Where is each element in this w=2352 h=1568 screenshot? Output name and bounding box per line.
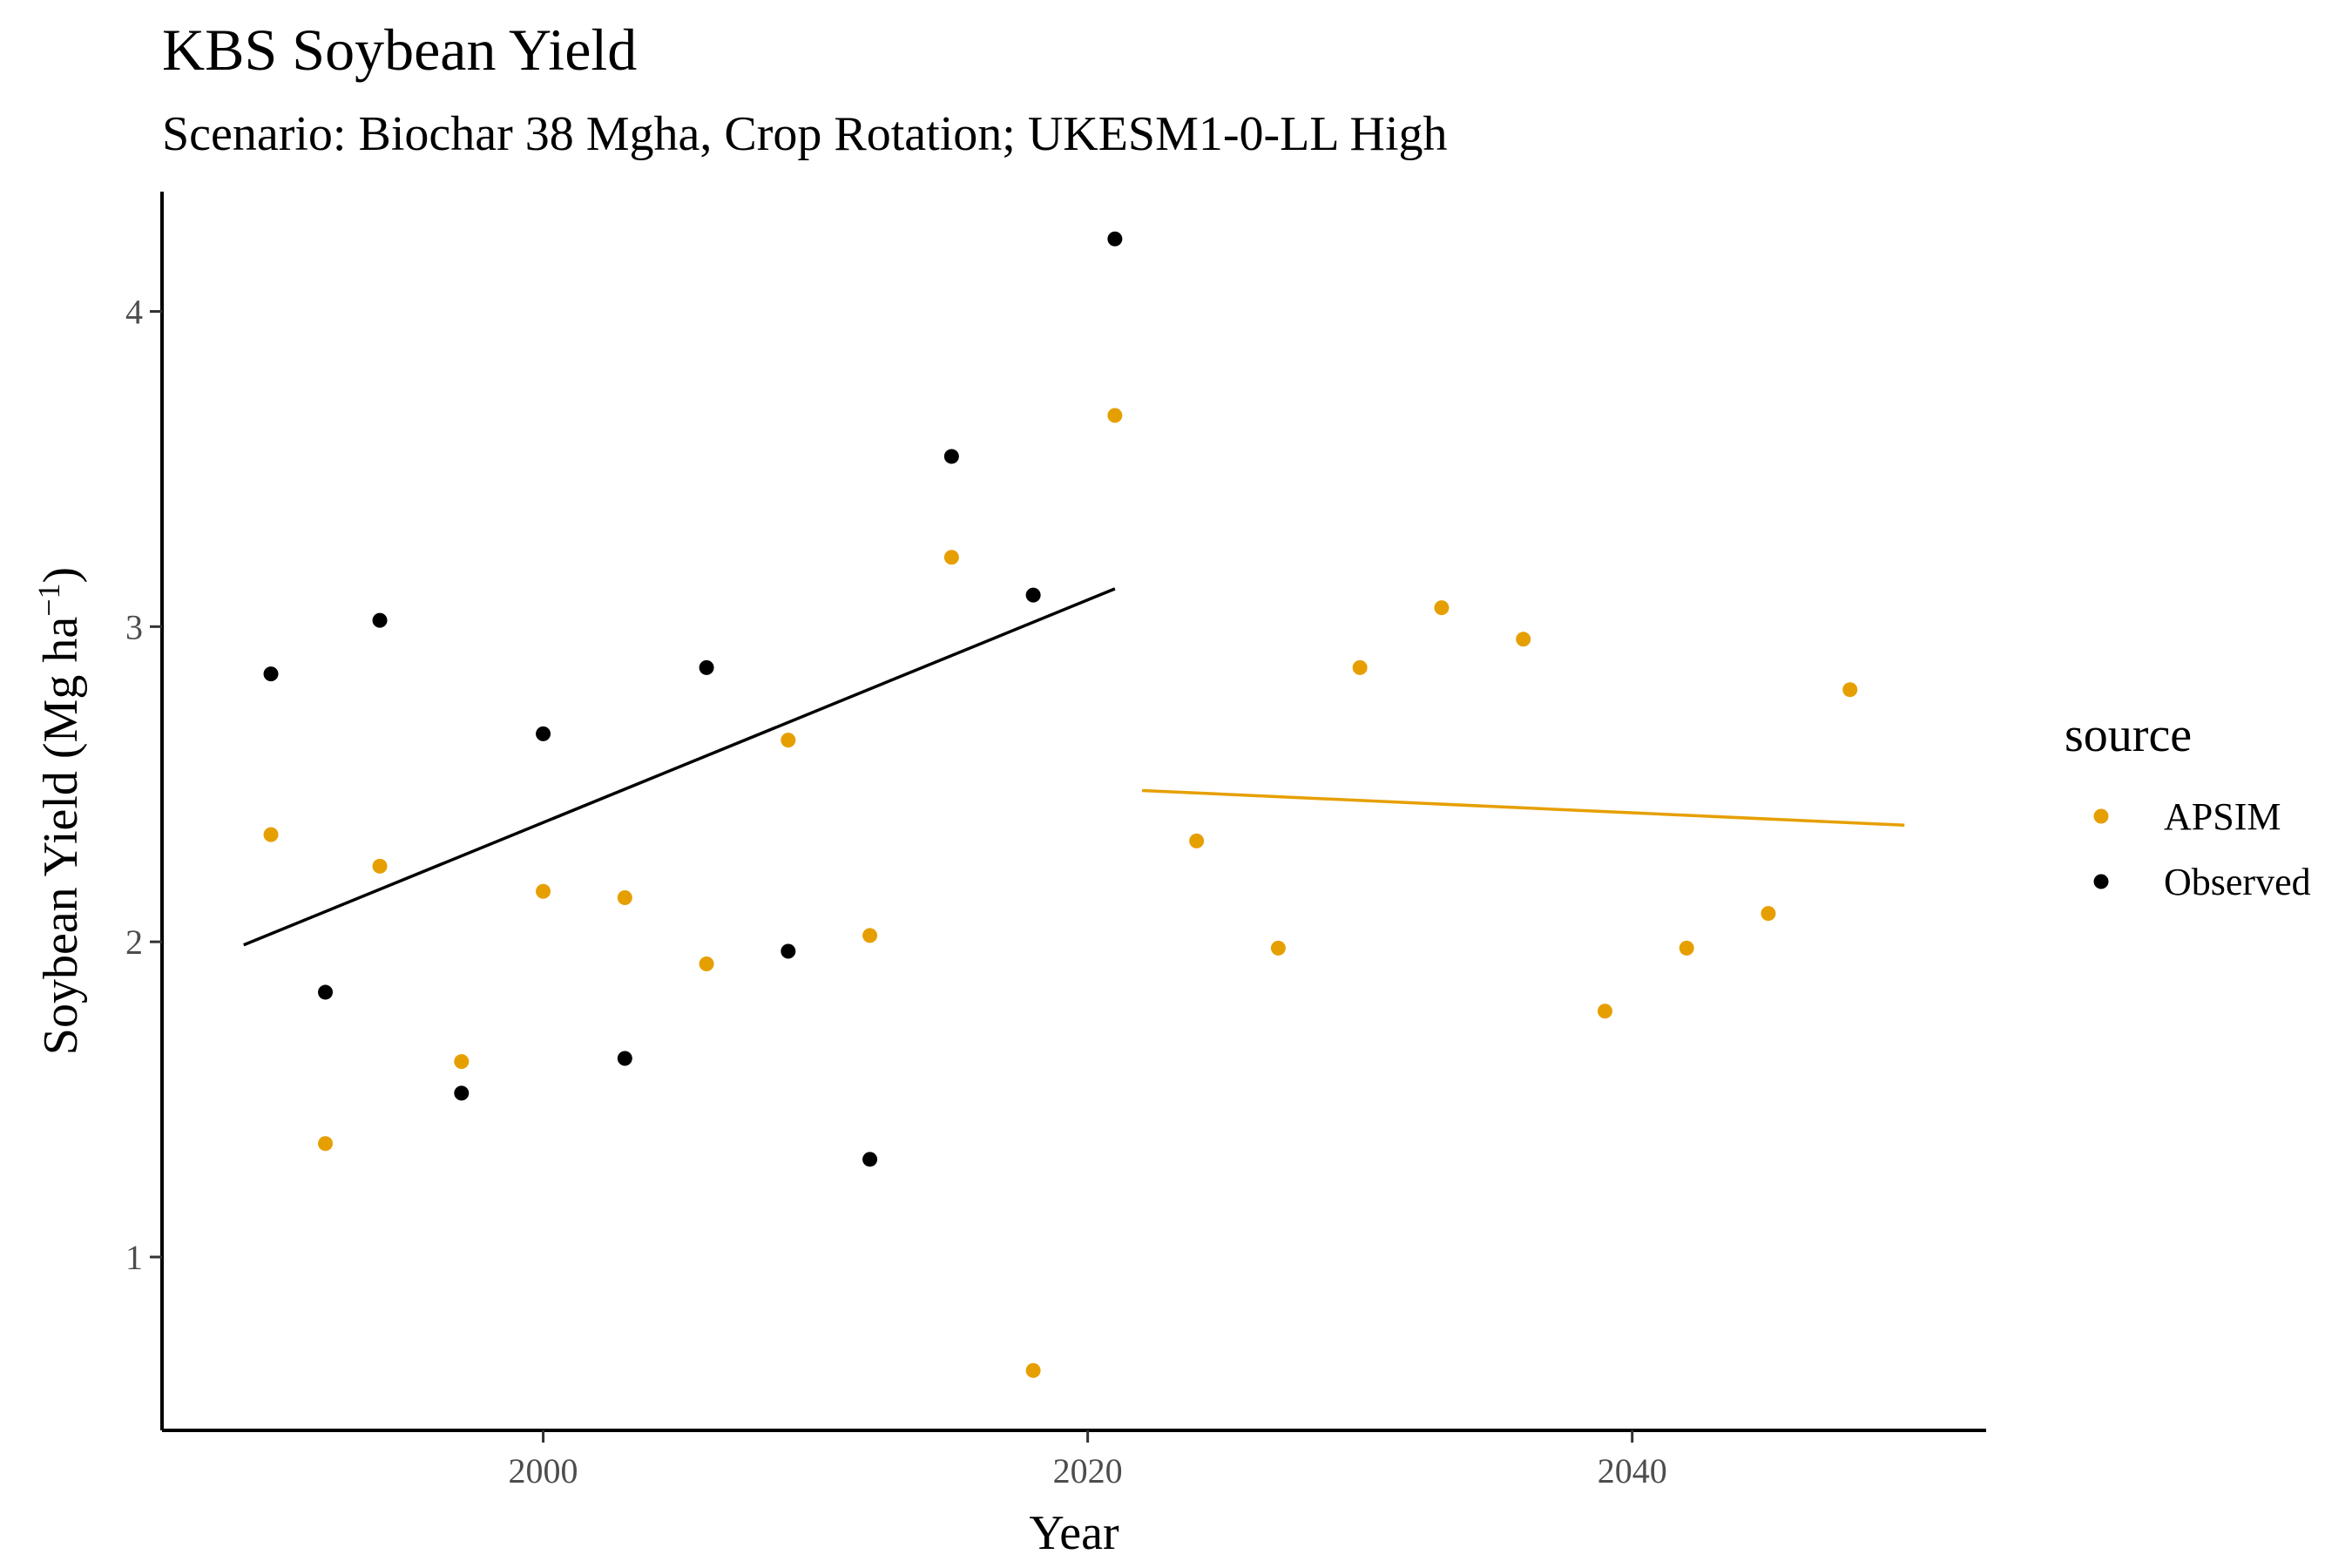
observed-legend-label: Observed: [2164, 861, 2311, 903]
observed-legend-key: [2093, 874, 2109, 889]
apsim-point: [617, 890, 632, 906]
legend-entries: APSIM Observed: [2093, 795, 2311, 903]
chart-title: KBS Soybean Yield: [162, 17, 637, 83]
apsim-point: [781, 733, 796, 748]
apsim-point: [318, 1136, 334, 1152]
chart-subtitle: Scenario: Biochar 38 Mgha, Crop Rotation…: [162, 107, 1448, 161]
apsim-point: [1189, 833, 1205, 848]
apsim-point: [1107, 408, 1123, 423]
apsim-point: [1434, 600, 1450, 616]
x-axis-title: Year: [1029, 1506, 1119, 1560]
observed-trend-line: [243, 587, 1116, 947]
observed-point: [943, 449, 959, 464]
apsim-point: [454, 1054, 470, 1070]
observed-point: [862, 1152, 878, 1167]
y-axis-title: Soybean Yield (Mg ha−1): [31, 567, 88, 1055]
apsim-point: [1516, 632, 1531, 647]
observed-point: [699, 659, 714, 675]
y-tick-label: 4: [125, 292, 143, 331]
x-tick-label: 2000: [509, 1451, 578, 1490]
y-axis-title-superscript: −1: [31, 583, 66, 616]
observed-point: [617, 1051, 632, 1066]
y-axis-title-close: ): [34, 567, 88, 584]
observed-point: [1107, 231, 1123, 247]
apsim-point: [943, 550, 959, 565]
apsim-point: [1352, 659, 1368, 675]
y-tick-label: 3: [125, 607, 143, 646]
apsim-point: [1842, 682, 1858, 698]
observed-point: [318, 984, 334, 1000]
plot-area: [243, 231, 1905, 1378]
apsim-point: [1597, 1004, 1612, 1019]
y-axis-title-main: Soybean Yield (Mg ha: [34, 617, 88, 1056]
observed-point: [454, 1085, 470, 1101]
x-tick-label: 2040: [1598, 1451, 1667, 1490]
legend: source APSIM Observed: [2065, 708, 2311, 903]
apsim-point: [699, 956, 714, 971]
observed-point: [372, 612, 388, 628]
apsim-point: [263, 827, 279, 842]
y-tick-label: 2: [125, 923, 143, 962]
observed-point: [536, 726, 551, 741]
y-tick-label: 1: [125, 1238, 143, 1277]
observed-point: [781, 943, 796, 959]
y-axis-ticks: 1 2 3 4: [125, 292, 162, 1277]
apsim-point: [1025, 1362, 1041, 1378]
apsim-point: [1761, 906, 1776, 922]
apsim-point: [536, 883, 551, 899]
x-tick-label: 2020: [1053, 1451, 1123, 1490]
trend-lines: [243, 587, 1905, 947]
apsim-legend-key: [2093, 808, 2109, 824]
apsim-point: [862, 928, 878, 943]
apsim-point: [372, 858, 388, 874]
apsim-trend-line: [1142, 788, 1905, 828]
x-axis-ticks: 2000 2020 2040: [509, 1430, 1667, 1490]
data-points: [263, 231, 1858, 1378]
observed-point: [263, 666, 279, 682]
legend-title: source: [2065, 708, 2192, 762]
apsim-legend-label: APSIM: [2164, 795, 2281, 838]
observed-point: [1025, 587, 1041, 603]
apsim-point: [1270, 940, 1286, 956]
apsim-point: [1679, 940, 1694, 956]
